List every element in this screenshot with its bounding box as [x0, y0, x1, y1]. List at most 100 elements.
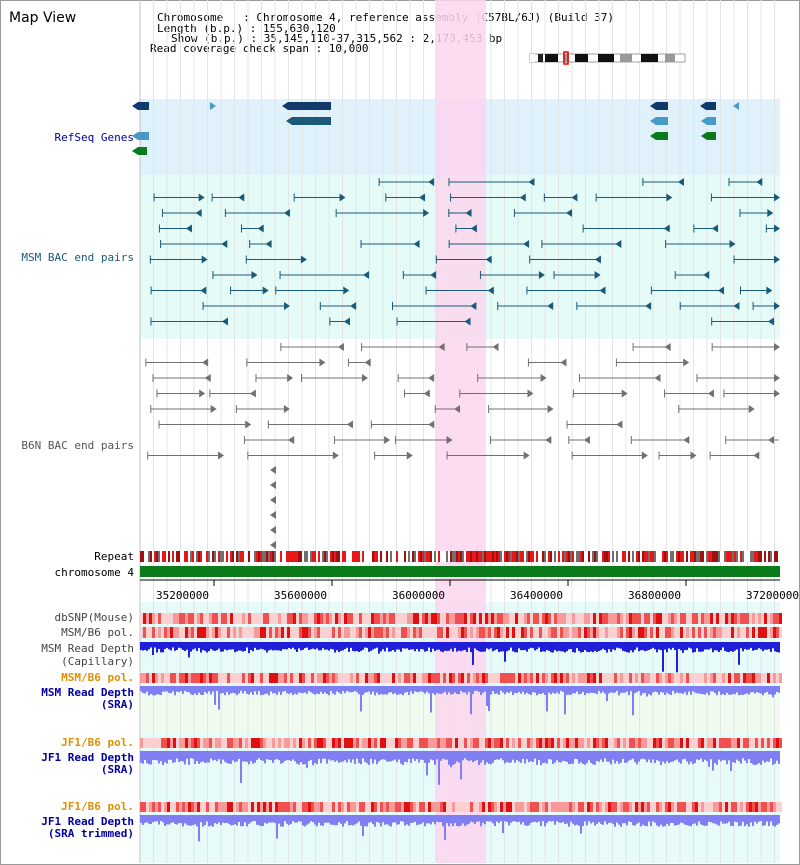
polymorphism-cell — [143, 673, 146, 683]
read-depth-bar — [254, 815, 256, 822]
repeat-segment — [332, 551, 334, 562]
b6n-bac-arrow — [270, 496, 276, 504]
chromosome-band[interactable] — [140, 566, 780, 577]
read-depth-bar — [400, 751, 402, 764]
msm-bac-arrow — [756, 178, 763, 186]
polymorphism-cell — [350, 802, 353, 812]
polymorphism-cell — [575, 613, 578, 624]
read-depth-bar — [240, 686, 242, 691]
polymorphism-cell — [758, 613, 761, 624]
polymorphism-cell — [320, 627, 323, 638]
polymorphism-cell — [473, 613, 476, 624]
read-depth-bar — [762, 751, 764, 761]
read-depth-bar — [644, 642, 646, 652]
read-depth-bar — [196, 751, 198, 762]
read-depth-bar — [526, 642, 528, 652]
read-depth-bar — [248, 686, 250, 695]
read-depth-bar — [662, 751, 664, 762]
polymorphism-cell — [437, 613, 440, 624]
polymorphism-cell — [500, 613, 503, 624]
polymorphism-cell — [458, 613, 461, 624]
polymorphism-cell — [773, 673, 776, 683]
read-depth-bar — [144, 642, 146, 651]
polymorphism-cell — [695, 738, 698, 748]
read-depth-bar — [692, 642, 694, 653]
polymorphism-cell — [500, 738, 503, 748]
polymorphism-cell — [413, 738, 416, 748]
read-depth-bar — [674, 686, 676, 694]
repeat-segment — [250, 551, 252, 562]
polymorphism-cell — [755, 613, 758, 624]
polymorphism-cell — [290, 673, 293, 683]
repeat-track[interactable] — [140, 551, 780, 562]
read-depth-bar — [728, 686, 730, 695]
repeat-segment — [588, 551, 590, 562]
read-depth-bar — [230, 642, 232, 650]
read-depth-bar — [316, 686, 318, 694]
read-depth-bar — [564, 815, 566, 824]
read-depth-bar — [388, 751, 390, 762]
read-depth-bar — [590, 815, 592, 824]
polymorphism-cell — [593, 627, 596, 638]
read-depth-bar — [612, 642, 614, 650]
polymorphism-cell — [464, 673, 467, 683]
repeat-segment — [350, 551, 352, 562]
b6n-bac-arrow — [774, 389, 780, 398]
b6n-bac-track[interactable] — [145, 343, 780, 549]
repeat-segment — [324, 551, 326, 562]
repeat-segment — [188, 551, 190, 562]
polymorphism-cell — [362, 673, 365, 683]
repeat-segment — [420, 551, 422, 562]
polymorphism-cell — [695, 673, 698, 683]
jf1-depth-trim-label: JF1 Read Depth — [41, 815, 134, 828]
polymorphism-cell — [428, 802, 431, 812]
read-depth-bar — [402, 686, 404, 696]
read-depth-bar — [770, 751, 772, 759]
refseq-genes-track[interactable] — [132, 102, 739, 155]
msm-bac-arrow — [774, 193, 780, 202]
read-depth-bar — [566, 642, 568, 652]
msm-bac-arrow — [711, 224, 718, 233]
read-depth-bar — [186, 751, 188, 759]
polymorphism-cell — [326, 627, 329, 638]
polymorphism-cell — [509, 627, 512, 638]
polymorphism-cell — [317, 627, 320, 638]
read-depth-bar — [372, 686, 374, 692]
polymorphism-cell — [497, 613, 500, 624]
chromosome-ideogram[interactable] — [529, 51, 686, 65]
polymorphism-cell — [440, 802, 443, 812]
read-depth-bar — [616, 751, 618, 762]
repeat-segment — [306, 551, 308, 562]
read-depth-bar — [232, 751, 234, 761]
polymorphism-cell — [665, 613, 668, 624]
read-depth-tracks[interactable] — [140, 642, 780, 842]
repeat-segment — [456, 551, 458, 562]
read-depth-bar — [236, 751, 238, 762]
gene-arrow — [701, 132, 707, 140]
polymorphism-tracks[interactable] — [140, 613, 782, 812]
msm-bac-track[interactable] — [149, 178, 780, 326]
repeat-segment — [284, 551, 286, 562]
read-depth-bar — [700, 642, 702, 652]
selection-highlight[interactable] — [435, 0, 486, 863]
read-depth-bar — [706, 815, 708, 826]
polymorphism-cell — [638, 673, 641, 683]
polymorphism-cell — [635, 802, 638, 812]
read-depth-bar — [376, 815, 378, 822]
read-depth-bar — [736, 751, 738, 760]
repeat-segment — [394, 551, 396, 562]
polymorphism-cell — [596, 627, 599, 638]
read-depth-bar — [636, 815, 638, 824]
b6n-bac-arrow — [364, 358, 371, 367]
read-depth-bar — [430, 751, 432, 760]
polymorphism-cell — [521, 738, 524, 748]
read-depth-bar — [338, 686, 340, 693]
polymorphism-cell — [536, 627, 539, 638]
read-depth-bar — [500, 642, 502, 652]
read-depth-bar — [502, 751, 504, 761]
polymorphism-cell — [551, 673, 554, 683]
read-depth-bar — [646, 642, 648, 651]
read-depth-bar — [250, 815, 252, 823]
read-depth-bar — [624, 686, 626, 693]
